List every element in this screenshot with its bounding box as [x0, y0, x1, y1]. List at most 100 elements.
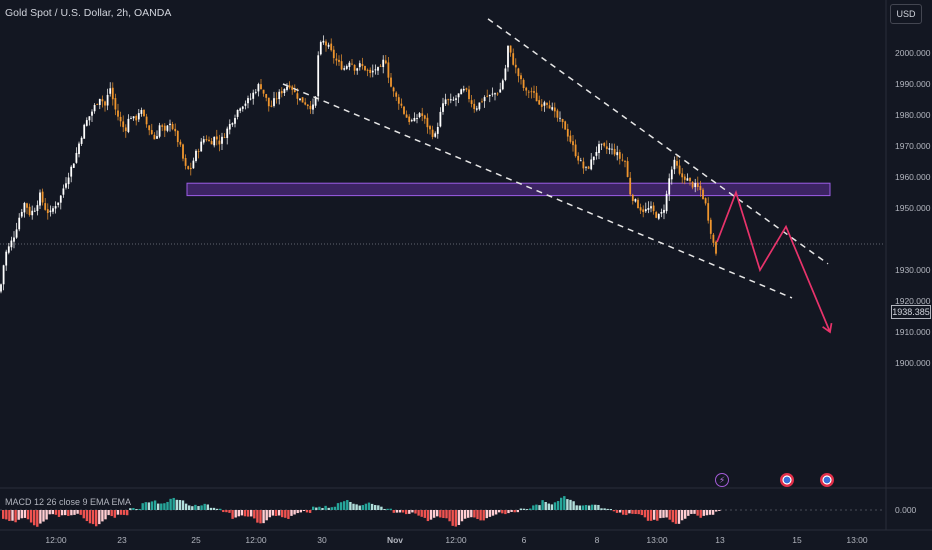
candle-body — [176, 131, 179, 143]
macd-bar — [429, 510, 433, 520]
candle-body — [587, 166, 590, 169]
macd-bar — [417, 510, 420, 516]
macd-bar — [209, 507, 213, 510]
time-axis[interactable]: 12:00 23 25 12:00 30 Nov 12:00 6 8 13:00 13 15 13:00 — [45, 535, 868, 545]
candle-body — [189, 167, 192, 170]
macd-bar — [544, 502, 547, 510]
macd-bar — [73, 510, 76, 515]
candle-body — [608, 148, 611, 150]
candle-body — [605, 146, 608, 150]
candle-body — [543, 102, 546, 106]
price-axis[interactable]: 2000.000 1990.000 1980.000 1970.000 1960.000… — [885, 0, 931, 530]
macd-bar — [485, 510, 488, 519]
macd-bar — [687, 510, 690, 516]
macd-bar — [708, 510, 712, 515]
macd-bar — [408, 510, 411, 514]
candle-body — [85, 120, 88, 126]
candle-body — [286, 86, 288, 90]
macd-bar — [457, 510, 461, 526]
macd-bar — [256, 510, 259, 523]
macd-bar — [23, 510, 27, 518]
macd-bar — [321, 507, 324, 510]
candle-body — [46, 209, 49, 214]
macd-bar — [116, 510, 120, 515]
candle-body — [322, 40, 325, 43]
candle-body — [67, 177, 70, 185]
candle-body — [551, 107, 554, 110]
macd-bar — [584, 505, 588, 510]
macd-bar — [625, 510, 628, 516]
candle-body — [39, 192, 41, 206]
macd-bar — [677, 510, 681, 524]
resistance-zone-rect — [186, 182, 831, 197]
price-tick-label: 1910.000 — [895, 327, 931, 337]
macd-bar — [606, 508, 609, 510]
macd-bar — [132, 508, 135, 510]
candle-body — [702, 189, 704, 199]
macd-bar — [330, 507, 333, 510]
candle-body — [426, 117, 429, 128]
macd-bar — [519, 508, 523, 510]
macd-bar — [122, 510, 126, 515]
macd-bar — [153, 500, 157, 510]
currency-button[interactable]: USD — [890, 4, 922, 24]
macd-bar — [262, 510, 265, 524]
macd-indicator-label[interactable]: MACD 12 26 close 9 EMA EMA — [5, 497, 132, 507]
candle-body — [486, 95, 489, 97]
candle-body — [208, 139, 210, 142]
macd-bar — [45, 510, 48, 520]
time-tick-label: 13:00 — [646, 535, 668, 545]
candle-body — [145, 116, 148, 125]
candle-body — [127, 118, 130, 132]
candle-body — [512, 53, 515, 65]
macd-bar — [367, 502, 371, 510]
resistance-zone[interactable] — [186, 182, 831, 197]
macd-bar — [160, 503, 163, 510]
candle-body — [96, 104, 99, 105]
us-flag-icon[interactable] — [820, 473, 834, 487]
candle-body — [642, 209, 645, 213]
price-tick-label: 1920.000 — [895, 296, 931, 306]
candle-body — [70, 166, 73, 177]
price-tick-label: 1990.000 — [895, 79, 931, 89]
candle-body — [457, 93, 460, 98]
candle-body — [491, 93, 494, 95]
candle-body — [429, 126, 431, 130]
candle-body — [366, 69, 369, 71]
candle-body — [156, 136, 158, 139]
macd-bar — [315, 507, 318, 510]
macd-bar — [243, 510, 247, 517]
macd-bar — [460, 510, 464, 522]
candle-body — [247, 98, 249, 104]
macd-bar — [181, 500, 185, 510]
macd-bar — [166, 501, 169, 510]
macd-bar — [60, 510, 64, 516]
candle-body — [699, 185, 702, 191]
lightning-icon[interactable]: ⚡ — [715, 473, 729, 487]
trendlines[interactable] — [282, 18, 829, 299]
candle-body — [400, 103, 403, 106]
macd-bar — [587, 505, 591, 510]
time-tick-label: Nov — [387, 535, 403, 545]
candle-body — [62, 188, 65, 195]
candle-body — [418, 113, 421, 117]
macd-bar — [386, 508, 389, 510]
macd-bar — [150, 501, 154, 510]
macd-bar — [671, 510, 674, 523]
candle-body — [26, 203, 28, 208]
macd-bar — [219, 508, 222, 510]
projection-path[interactable] — [716, 189, 833, 334]
candle-body — [715, 241, 717, 254]
candle-body — [712, 234, 715, 243]
candle-body — [163, 125, 166, 131]
candle-body — [340, 61, 343, 70]
macd-bar — [191, 506, 194, 510]
macd-bar — [184, 503, 188, 510]
candle-body — [626, 161, 629, 177]
macd-bar — [175, 499, 178, 510]
candle-body — [273, 98, 275, 106]
candle-body — [223, 137, 226, 139]
candle-body — [478, 102, 481, 110]
us-flag-icon[interactable] — [780, 473, 794, 487]
